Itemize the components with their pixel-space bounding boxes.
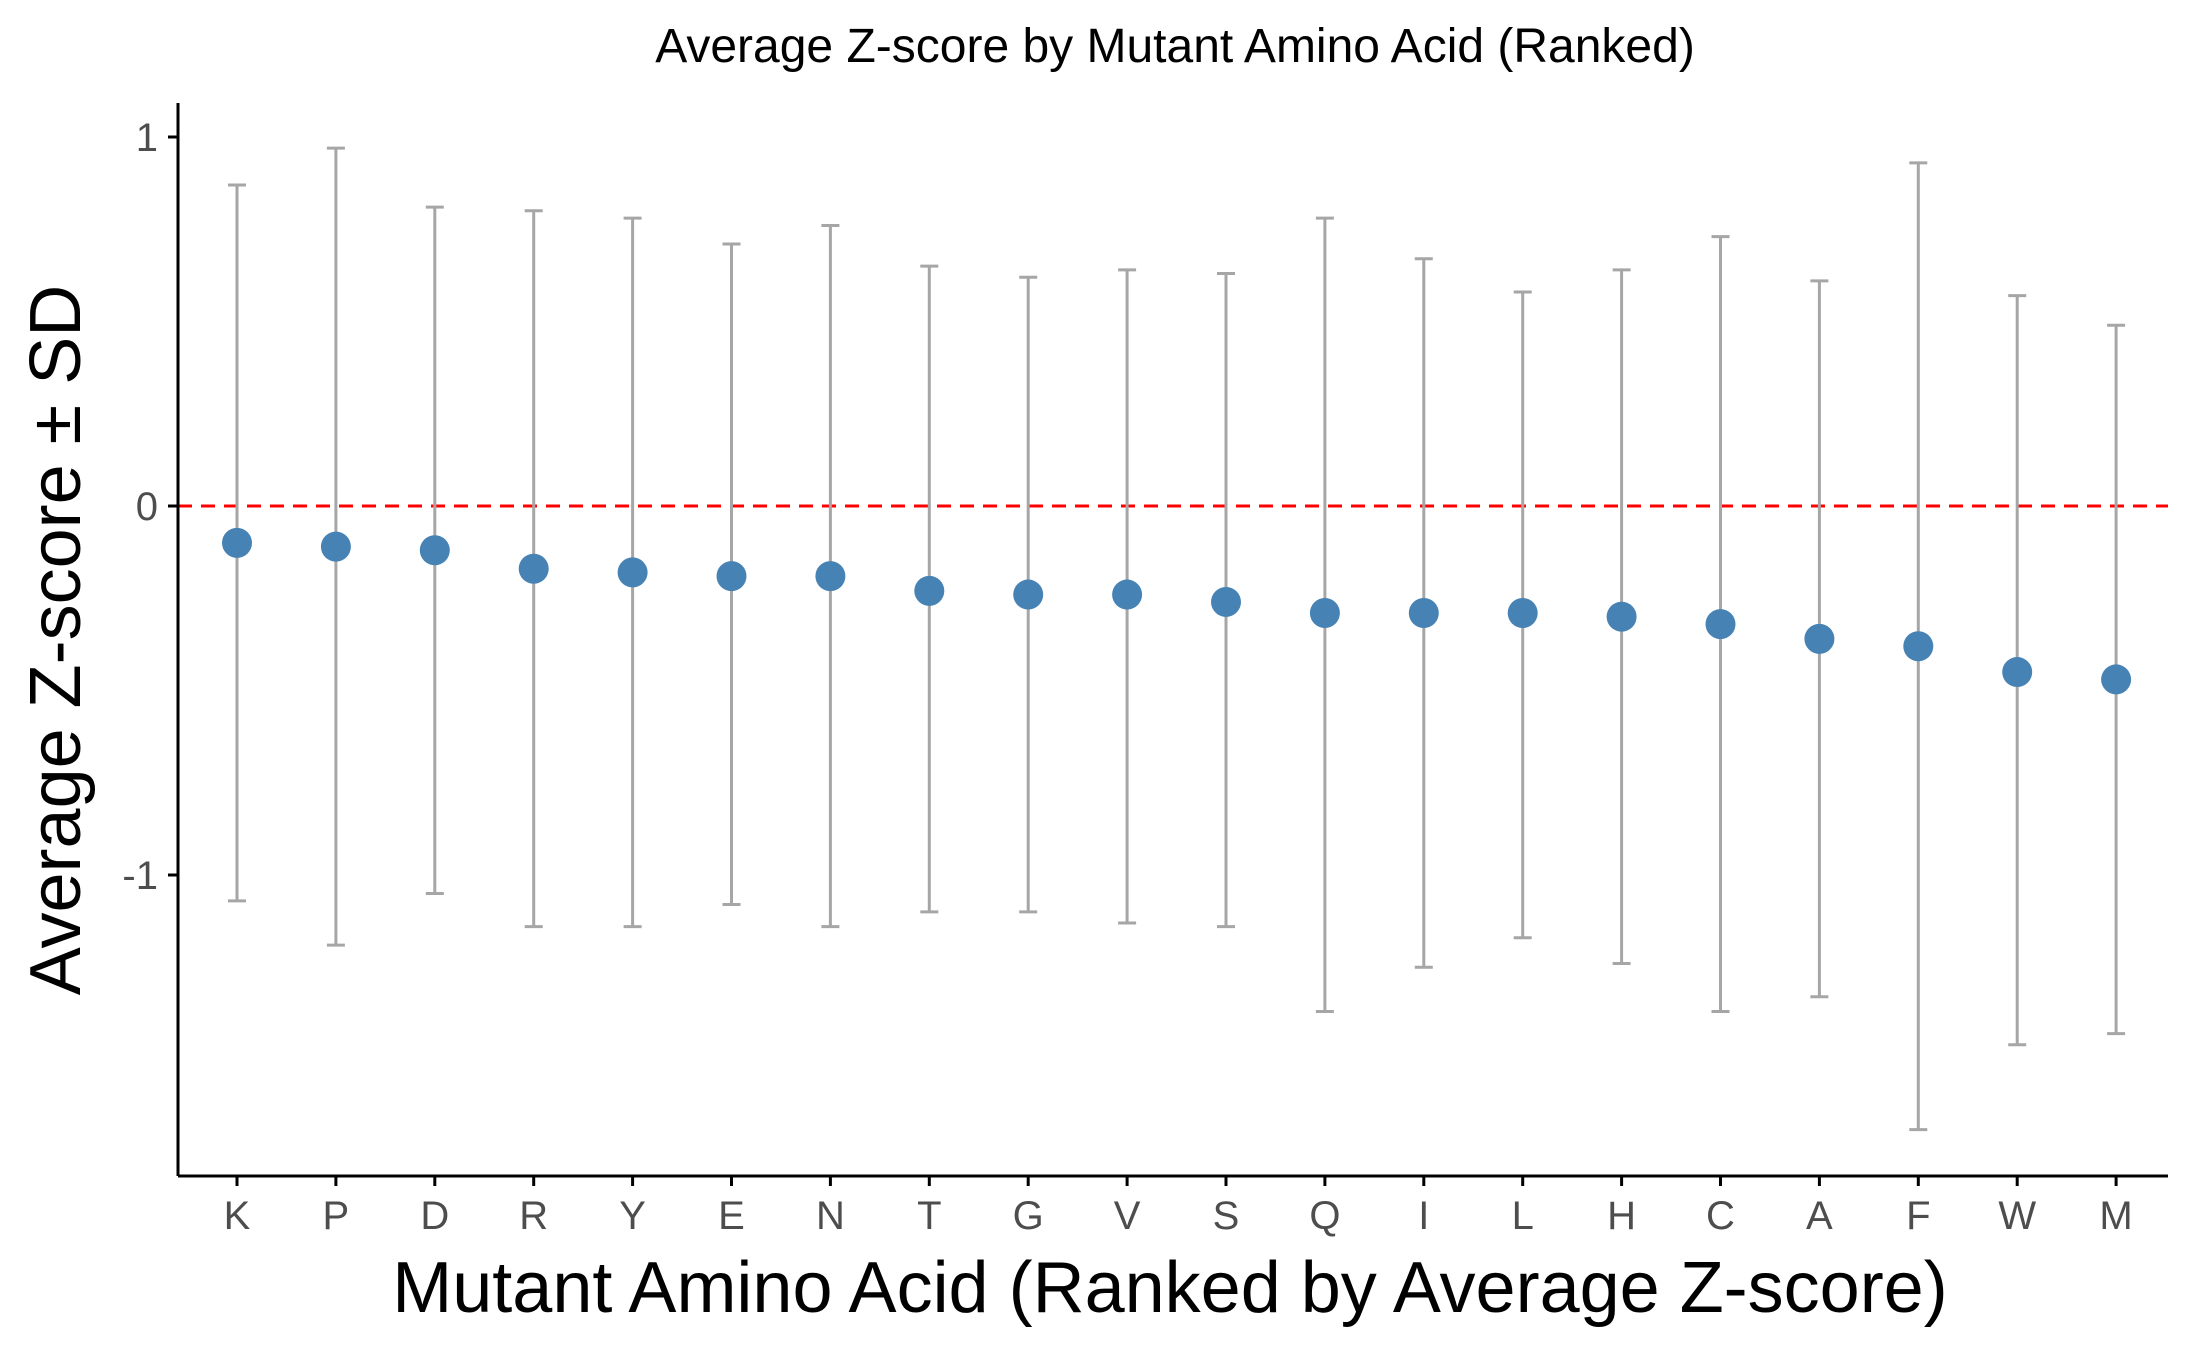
y-axis-label: Average Z-score ± SD xyxy=(16,285,96,995)
x-tick-label-C: C xyxy=(1706,1194,1735,1238)
x-tick-label-Y: Y xyxy=(619,1194,646,1238)
x-tick-label-P: P xyxy=(323,1194,350,1238)
data-point-E xyxy=(716,561,747,592)
x-tick-label-N: N xyxy=(816,1194,845,1238)
y-tick-label: 0 xyxy=(136,485,158,529)
data-point-Y xyxy=(617,557,648,588)
data-point-A xyxy=(1804,623,1835,654)
data-point-S xyxy=(1211,586,1241,617)
error-bars xyxy=(228,146,2126,1132)
x-axis-label: Mutant Amino Acid (Ranked by Average Z-s… xyxy=(392,1248,1947,1328)
data-point-M xyxy=(2101,664,2132,695)
x-tick-label-M: M xyxy=(2099,1194,2132,1238)
data-points xyxy=(222,527,2132,695)
data-point-L xyxy=(1507,598,1538,629)
y-ticks: 1 0 -1 xyxy=(122,116,178,898)
data-point-G xyxy=(1013,579,1044,610)
data-point-V xyxy=(1112,579,1143,610)
x-tick-label-V: V xyxy=(1114,1194,1141,1238)
data-point-C xyxy=(1705,609,1736,640)
x-tick-label-L: L xyxy=(1512,1194,1534,1238)
x-tick-label-S: S xyxy=(1213,1194,1240,1238)
data-point-T xyxy=(914,575,945,606)
axes xyxy=(176,103,2168,1178)
x-tick-label-H: H xyxy=(1607,1194,1636,1238)
x-tick-label-D: D xyxy=(420,1194,449,1238)
x-tick-label-A: A xyxy=(1806,1194,1833,1238)
data-point-H xyxy=(1606,601,1637,632)
chart-title: Average Z-score by Mutant Amino Acid (Ra… xyxy=(655,20,1695,73)
y-tick-label: -1 xyxy=(122,854,158,898)
data-point-P xyxy=(320,531,351,562)
x-tick-label-Q: Q xyxy=(1309,1194,1340,1238)
x-tick-label-E: E xyxy=(718,1194,745,1238)
data-point-R xyxy=(518,553,549,584)
x-tick-label-W: W xyxy=(1998,1194,2036,1238)
x-tick-label-R: R xyxy=(519,1194,548,1238)
data-point-I xyxy=(1408,598,1439,629)
data-point-Q xyxy=(1309,598,1340,629)
x-tick-label-I: I xyxy=(1418,1194,1429,1238)
data-point-F xyxy=(1903,631,1934,662)
data-point-N xyxy=(815,561,846,592)
x-tick-label-T: T xyxy=(917,1194,941,1238)
data-point-K xyxy=(222,527,252,558)
x-tick-label-K: K xyxy=(224,1194,251,1238)
data-point-D xyxy=(419,535,450,566)
x-tick-label-G: G xyxy=(1013,1194,1044,1238)
x-tick-label-F: F xyxy=(1906,1194,1930,1238)
data-point-W xyxy=(2002,657,2033,688)
y-tick-label: 1 xyxy=(136,116,158,160)
